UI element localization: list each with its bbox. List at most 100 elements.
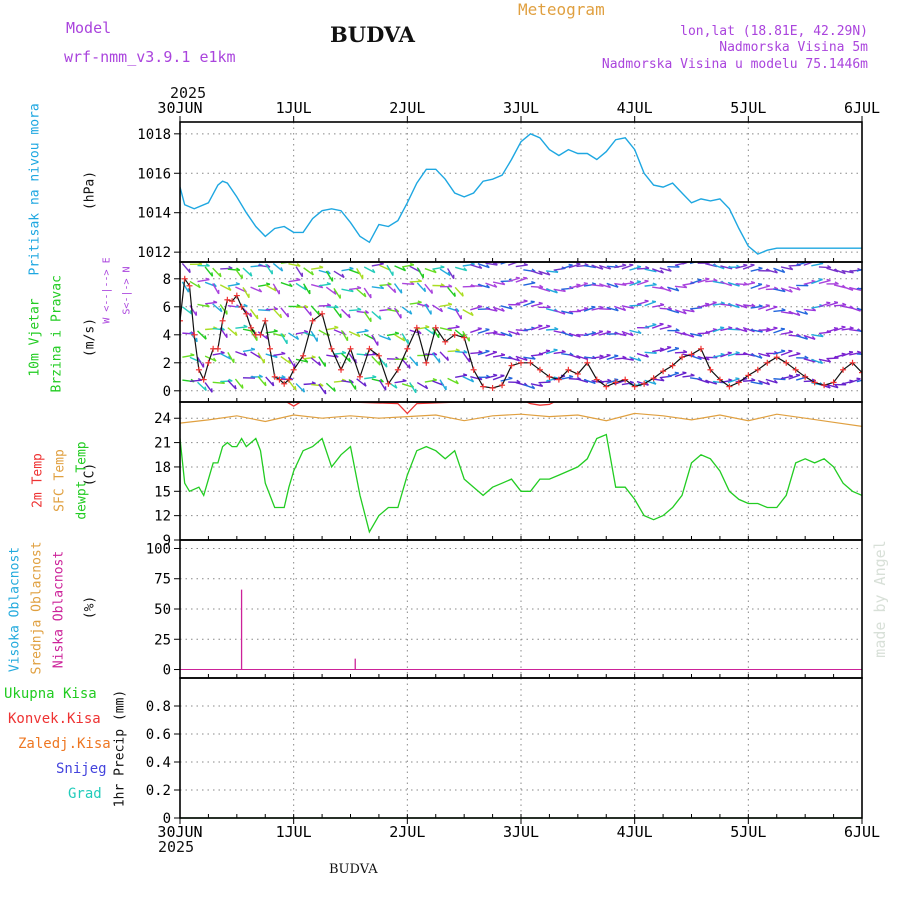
wind-arrow bbox=[500, 331, 513, 338]
precip-label-total: Ukupna Kisa bbox=[4, 686, 97, 702]
wind-arrow bbox=[439, 268, 451, 277]
precip-label-hail: Grad bbox=[68, 786, 102, 802]
wind-arrow-head bbox=[243, 324, 248, 328]
wind-arrow-head bbox=[303, 329, 309, 333]
wind-arrow-head bbox=[272, 381, 275, 387]
wind-arrow-head bbox=[508, 332, 513, 337]
wind-arrow-head bbox=[438, 358, 441, 363]
wind-arrow bbox=[333, 307, 342, 319]
wind-arrow bbox=[591, 330, 604, 337]
wind-arrow bbox=[523, 282, 536, 286]
wind-arrow bbox=[356, 310, 369, 314]
wind-arrow-head bbox=[387, 282, 392, 286]
wind-arrow-head bbox=[531, 268, 536, 273]
wind-arrow bbox=[530, 270, 543, 276]
wind-arrow bbox=[431, 352, 441, 363]
wind-arrow bbox=[803, 280, 816, 285]
wind-arrow bbox=[576, 355, 589, 361]
wind-arrow-head bbox=[296, 335, 300, 340]
wind-arrow-head bbox=[493, 307, 498, 312]
wind-arrow-head bbox=[280, 267, 284, 272]
wind-arrow bbox=[849, 286, 862, 292]
wind-arrow-head bbox=[440, 283, 445, 287]
wind-arrow bbox=[492, 281, 505, 286]
meteogram-title: Meteogram bbox=[518, 0, 605, 19]
wind-arrow bbox=[826, 327, 839, 333]
wind-arrow-head bbox=[508, 376, 513, 379]
wind-arrow-head bbox=[849, 326, 854, 329]
wind-arrow bbox=[356, 378, 367, 387]
wind-arrow bbox=[280, 333, 288, 345]
wind-arrow-head bbox=[818, 278, 823, 281]
wind-arrow-head bbox=[394, 384, 398, 389]
wind-arrow-head bbox=[477, 327, 482, 330]
wind-arrow-head bbox=[554, 289, 558, 294]
wind-arrow-head bbox=[539, 284, 544, 288]
wind-arrow bbox=[576, 282, 588, 289]
wind-arrow bbox=[455, 374, 468, 378]
wind-arrow bbox=[545, 349, 558, 355]
wind-arrow-head bbox=[614, 307, 619, 312]
wind-arrow bbox=[546, 270, 559, 274]
wind-arrow bbox=[818, 358, 831, 363]
wind-arrow bbox=[758, 379, 770, 386]
wind-arrow bbox=[727, 328, 740, 331]
wind-arrow bbox=[773, 267, 785, 274]
wind-arrow bbox=[568, 332, 581, 338]
wind-arrow-head bbox=[516, 357, 521, 362]
wind-arrow bbox=[780, 375, 793, 380]
wind-arrow bbox=[826, 301, 839, 307]
wind-arrow bbox=[242, 267, 253, 277]
wind-arrow-head bbox=[826, 278, 831, 282]
wind-arrow bbox=[424, 283, 433, 294]
wind-arrow-head bbox=[326, 303, 332, 307]
wind-arrow-head bbox=[804, 335, 809, 340]
wind-arrow bbox=[258, 309, 271, 312]
wind-arrow-head bbox=[234, 385, 237, 390]
wind-arrow-head bbox=[243, 352, 248, 357]
wind-arrow bbox=[621, 330, 634, 337]
y-tick-label: 0.8 bbox=[146, 699, 171, 715]
wind-arrow-head bbox=[583, 282, 588, 285]
wind-arrow bbox=[189, 280, 201, 289]
wind-arrow bbox=[265, 263, 273, 275]
wind-arrow-head bbox=[629, 263, 634, 266]
wind-arrow bbox=[485, 282, 498, 288]
wind-arrow bbox=[591, 284, 604, 287]
wind-arrow-head bbox=[865, 378, 869, 379]
wind-arrow-head bbox=[446, 356, 450, 361]
wind-arrow bbox=[735, 303, 748, 309]
wind-arrow bbox=[856, 379, 862, 383]
panel-frame-temperature bbox=[179, 401, 863, 541]
wind-arrow-head bbox=[241, 384, 244, 389]
wind-arrow-head bbox=[865, 331, 868, 334]
y-tick-label: 1016 bbox=[137, 166, 171, 182]
wind-arrow-head bbox=[667, 324, 672, 328]
wind-arrow bbox=[659, 325, 672, 330]
wind-arrow bbox=[515, 355, 528, 361]
wind-arrow-head bbox=[486, 284, 490, 289]
wind-arrow-head bbox=[393, 288, 397, 293]
wind-arrow bbox=[788, 374, 801, 380]
wind-arrow bbox=[235, 350, 247, 357]
wind-arrow-head bbox=[273, 306, 279, 310]
wind-arrow bbox=[727, 303, 740, 309]
wind-arrow bbox=[197, 303, 210, 308]
wind-arrow-head bbox=[636, 265, 642, 268]
y-tick-label: 18 bbox=[154, 460, 171, 476]
wind-arrow-head bbox=[439, 307, 444, 313]
wind-arrow-head bbox=[727, 351, 732, 354]
wind-arrow bbox=[401, 358, 411, 369]
wind-arrow-head bbox=[219, 272, 222, 278]
wind-arrow bbox=[401, 333, 409, 345]
wind-arrow-head bbox=[636, 280, 641, 283]
wind-arrow bbox=[500, 377, 513, 382]
wind-arrow-head bbox=[319, 265, 324, 269]
wind-arrow-head bbox=[569, 352, 574, 356]
wind-arrow bbox=[234, 378, 244, 389]
wind-arrow-head bbox=[281, 375, 286, 379]
y-tick-label: 9 bbox=[163, 533, 171, 549]
wind-arrow bbox=[621, 264, 634, 270]
wind-arrow bbox=[340, 330, 349, 342]
wind-arrow bbox=[227, 327, 238, 337]
